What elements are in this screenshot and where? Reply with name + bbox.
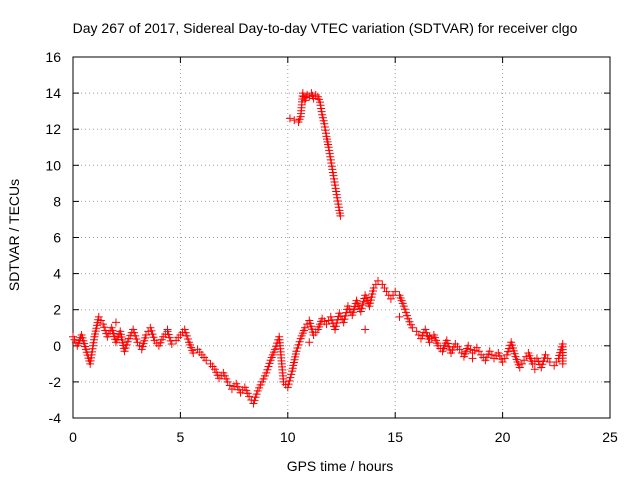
data-point	[414, 330, 423, 339]
data-point	[285, 114, 294, 123]
data-point	[284, 380, 293, 389]
x-tick-label: 15	[387, 429, 403, 445]
data-point	[485, 347, 494, 356]
data-point	[530, 365, 539, 374]
data-point	[558, 359, 567, 368]
data-point	[457, 349, 466, 358]
data-point	[356, 307, 365, 316]
data-point	[487, 350, 496, 359]
data-point	[163, 325, 172, 334]
data-point	[408, 323, 417, 332]
data-point	[515, 363, 524, 372]
data-point	[412, 327, 421, 336]
data-point	[472, 343, 481, 352]
data-point	[466, 345, 475, 354]
data-point	[380, 284, 389, 293]
data-point	[223, 377, 232, 386]
data-point	[305, 92, 314, 101]
data-point	[455, 345, 464, 354]
data-point	[395, 312, 404, 321]
data-point	[309, 94, 318, 103]
data-point	[167, 339, 176, 348]
x-tick-label: 5	[177, 429, 185, 445]
data-point	[386, 294, 395, 303]
x-tick-label: 25	[602, 429, 618, 445]
data-point	[311, 90, 320, 99]
data-point	[369, 284, 378, 293]
data-point	[552, 358, 561, 367]
y-tick-label: 10	[45, 157, 61, 173]
data-point	[341, 311, 350, 320]
y-tick-label: 4	[53, 266, 61, 282]
data-point	[96, 316, 105, 325]
data-point	[543, 354, 552, 363]
axis-ticks: 0 5 10 15 20 25 -4 -2 0 2 4 6 8 10 12 14 16	[45, 49, 618, 445]
data-point	[339, 318, 348, 327]
data-point	[202, 356, 211, 365]
data-point	[111, 318, 120, 327]
data-point	[331, 325, 340, 334]
y-tick-label: -4	[49, 410, 62, 426]
data-point	[290, 116, 299, 125]
data-point	[474, 347, 483, 356]
data-point	[427, 334, 436, 343]
data-point	[425, 332, 434, 341]
data-point	[522, 352, 531, 361]
data-point	[142, 330, 151, 339]
data-point	[300, 323, 309, 332]
data-point	[331, 322, 340, 331]
data-point	[500, 354, 509, 363]
data-point	[498, 358, 507, 367]
data-point	[336, 211, 345, 220]
data-point	[340, 315, 349, 324]
y-tick-label: 6	[53, 230, 61, 246]
data-point	[358, 301, 367, 310]
data-point	[94, 312, 103, 321]
chart-title: Day 267 of 2017, Sidereal Day-to-day VTE…	[73, 20, 578, 36]
data-points	[69, 89, 567, 408]
data-point	[332, 319, 341, 328]
data-point	[357, 304, 366, 313]
data-point	[378, 280, 387, 289]
data-point	[391, 287, 400, 296]
y-tick-label: 12	[45, 121, 61, 137]
data-point	[133, 338, 142, 347]
data-point	[189, 349, 198, 358]
data-point	[285, 376, 294, 385]
data-point	[464, 341, 473, 350]
x-tick-label: 10	[280, 429, 296, 445]
x-tick-label: 0	[69, 429, 77, 445]
y-tick-label: 8	[53, 193, 61, 209]
y-tick-label: -2	[49, 374, 62, 390]
data-point	[382, 287, 391, 296]
data-point	[541, 350, 550, 359]
y-tick-label: 2	[53, 302, 61, 318]
y-tick-label: 0	[53, 338, 61, 354]
data-point	[225, 381, 234, 390]
data-point	[303, 90, 312, 99]
data-point	[305, 338, 314, 347]
data-point	[520, 356, 529, 365]
data-point	[245, 392, 254, 401]
data-point	[468, 354, 477, 363]
y-tick-label: 16	[45, 49, 61, 65]
data-point	[374, 276, 383, 285]
x-tick-label: 20	[495, 429, 511, 445]
data-point	[361, 325, 370, 334]
data-point	[287, 370, 296, 379]
y-tick-label: 14	[45, 85, 61, 101]
data-point	[550, 361, 559, 370]
data-point	[283, 383, 292, 392]
y-axis-label: SDTVAR / TECUs	[6, 179, 22, 291]
data-point	[517, 359, 526, 368]
data-point	[286, 373, 295, 382]
x-axis-label: GPS time / hours	[287, 458, 394, 474]
data-point	[298, 89, 307, 98]
data-point	[322, 320, 331, 329]
